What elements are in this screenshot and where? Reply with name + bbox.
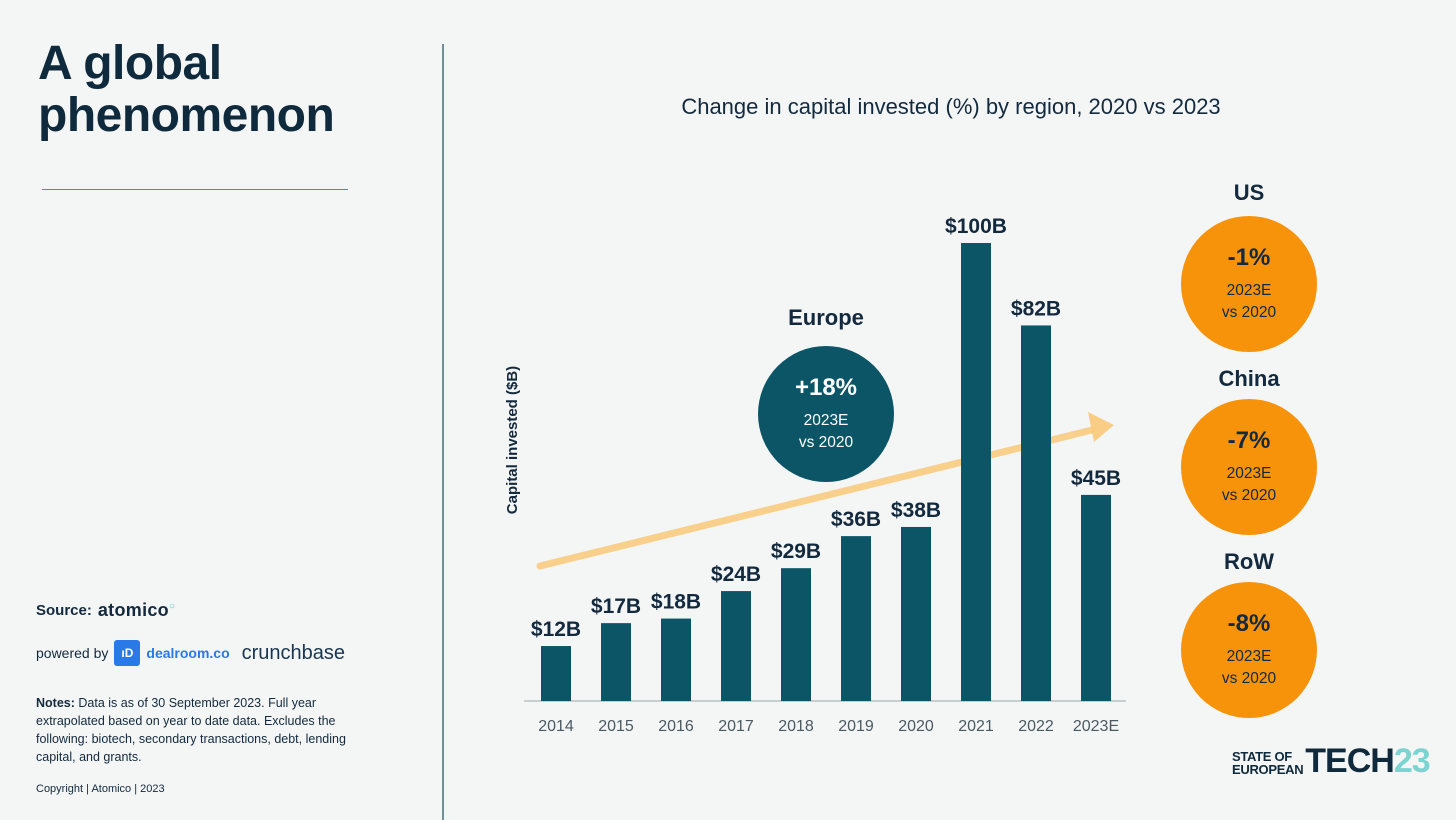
brand-tech: TECH [1305,742,1395,780]
bar-2019 [841,536,871,701]
europe-period-line2: vs 2020 [798,434,854,451]
y-axis-label: Capital invested ($B) [504,366,521,514]
x-tick-2022: 2022 [1018,718,1054,735]
powered-by-row: powered by ıD dealroom.co crunchbase [36,640,345,666]
row-bubble: -8% 2023E vs 2020 [1181,582,1317,718]
europe-bubble: +18% 2023E vs 2020 [758,346,894,482]
bar-2014 [541,646,571,701]
x-tick-2023E: 2023E [1073,718,1119,735]
title-divider [42,189,348,190]
bar-2017 [721,591,751,701]
x-tick-2019: 2019 [838,718,874,735]
copyright: Copyright | Atomico | 2023 [36,783,165,795]
china-period-line1: 2023E [1226,465,1272,482]
region-label-us: US [1233,180,1265,205]
europe-change: +18% [794,374,858,401]
us-bubble: -1% 2023E vs 2020 [1181,216,1317,352]
data-label-2014: $12B [531,618,581,641]
x-tick-2021: 2021 [958,718,994,735]
data-label-2016: $18B [651,591,701,614]
china-period-line2: vs 2020 [1221,487,1277,504]
dealroom-icon: ıD [114,640,141,666]
notes-text: Data is as of 30 September 2023. Full ye… [36,696,346,764]
page-title: A global phenomenon [38,37,335,142]
brand-small-text: STATE OF EUROPEAN [1232,749,1304,777]
data-label-2018: $29B [771,540,821,563]
data-label-2020: $38B [891,499,941,522]
bar-2023E [1081,494,1111,701]
us-change: -1% [1227,244,1271,271]
trend-arrow-line [536,426,1096,570]
page-title-line1: A global [38,37,222,90]
bar-2021 [961,243,991,701]
region-label-europe: Europe [788,305,864,330]
x-tick-2015: 2015 [598,718,634,735]
data-label-2021: $100B [945,215,1007,238]
bar-2020 [901,526,931,701]
source-row: Source: atomico○ [36,600,175,621]
bar-2018 [781,568,811,701]
x-tick-2018: 2018 [778,718,814,735]
x-tick-2016: 2016 [658,718,694,735]
bar-2016 [661,618,691,701]
china-change: -7% [1227,427,1271,454]
powered-by-label: powered by [36,645,109,661]
data-label-2022: $82B [1011,297,1061,320]
data-label-2019: $36B [831,508,881,531]
data-label-2017: $24B [711,563,761,586]
chart-title: Change in capital invested (%) by region… [681,94,1221,119]
us-period-line2: vs 2020 [1221,304,1277,321]
europe-period-line1: 2023E [803,412,849,429]
source-label: Source: [36,602,92,619]
notes-label: Notes: [36,696,75,710]
vertical-divider [442,44,444,820]
region-label-row: RoW [1223,549,1275,574]
bar-2022 [1021,325,1051,701]
trend-arrow-head [1088,412,1114,442]
crunchbase-logo: crunchbase [241,641,346,664]
data-label-2015: $17B [591,595,641,618]
data-label-2023E: $45B [1071,467,1121,490]
brand-year: 23 [1393,742,1431,780]
x-tick-2014: 2014 [538,718,574,735]
dealroom-logo: dealroom.co [146,645,230,661]
row-change: -8% [1227,610,1271,637]
atomico-logo: atomico○ [97,600,176,620]
row-period-line1: 2023E [1226,648,1272,665]
notes: Notes: Data is as of 30 September 2023. … [36,694,386,766]
x-tick-2017: 2017 [718,718,754,735]
x-tick-2020: 2020 [898,718,934,735]
bar-chart: $12B 2014 $17B 2015 $18B 2016 $24B 2017 $29B 2018… [504,215,1126,735]
bar-2015 [601,623,631,701]
row-period-line2: vs 2020 [1221,670,1277,687]
region-label-china: China [1218,366,1280,391]
china-bubble: -7% 2023E vs 2020 [1181,399,1317,535]
state-of-european-tech-logo: STATE OF EUROPEAN TECH 23 [1232,742,1431,780]
page-title-line2: phenomenon [38,89,335,142]
us-period-line1: 2023E [1226,282,1272,299]
